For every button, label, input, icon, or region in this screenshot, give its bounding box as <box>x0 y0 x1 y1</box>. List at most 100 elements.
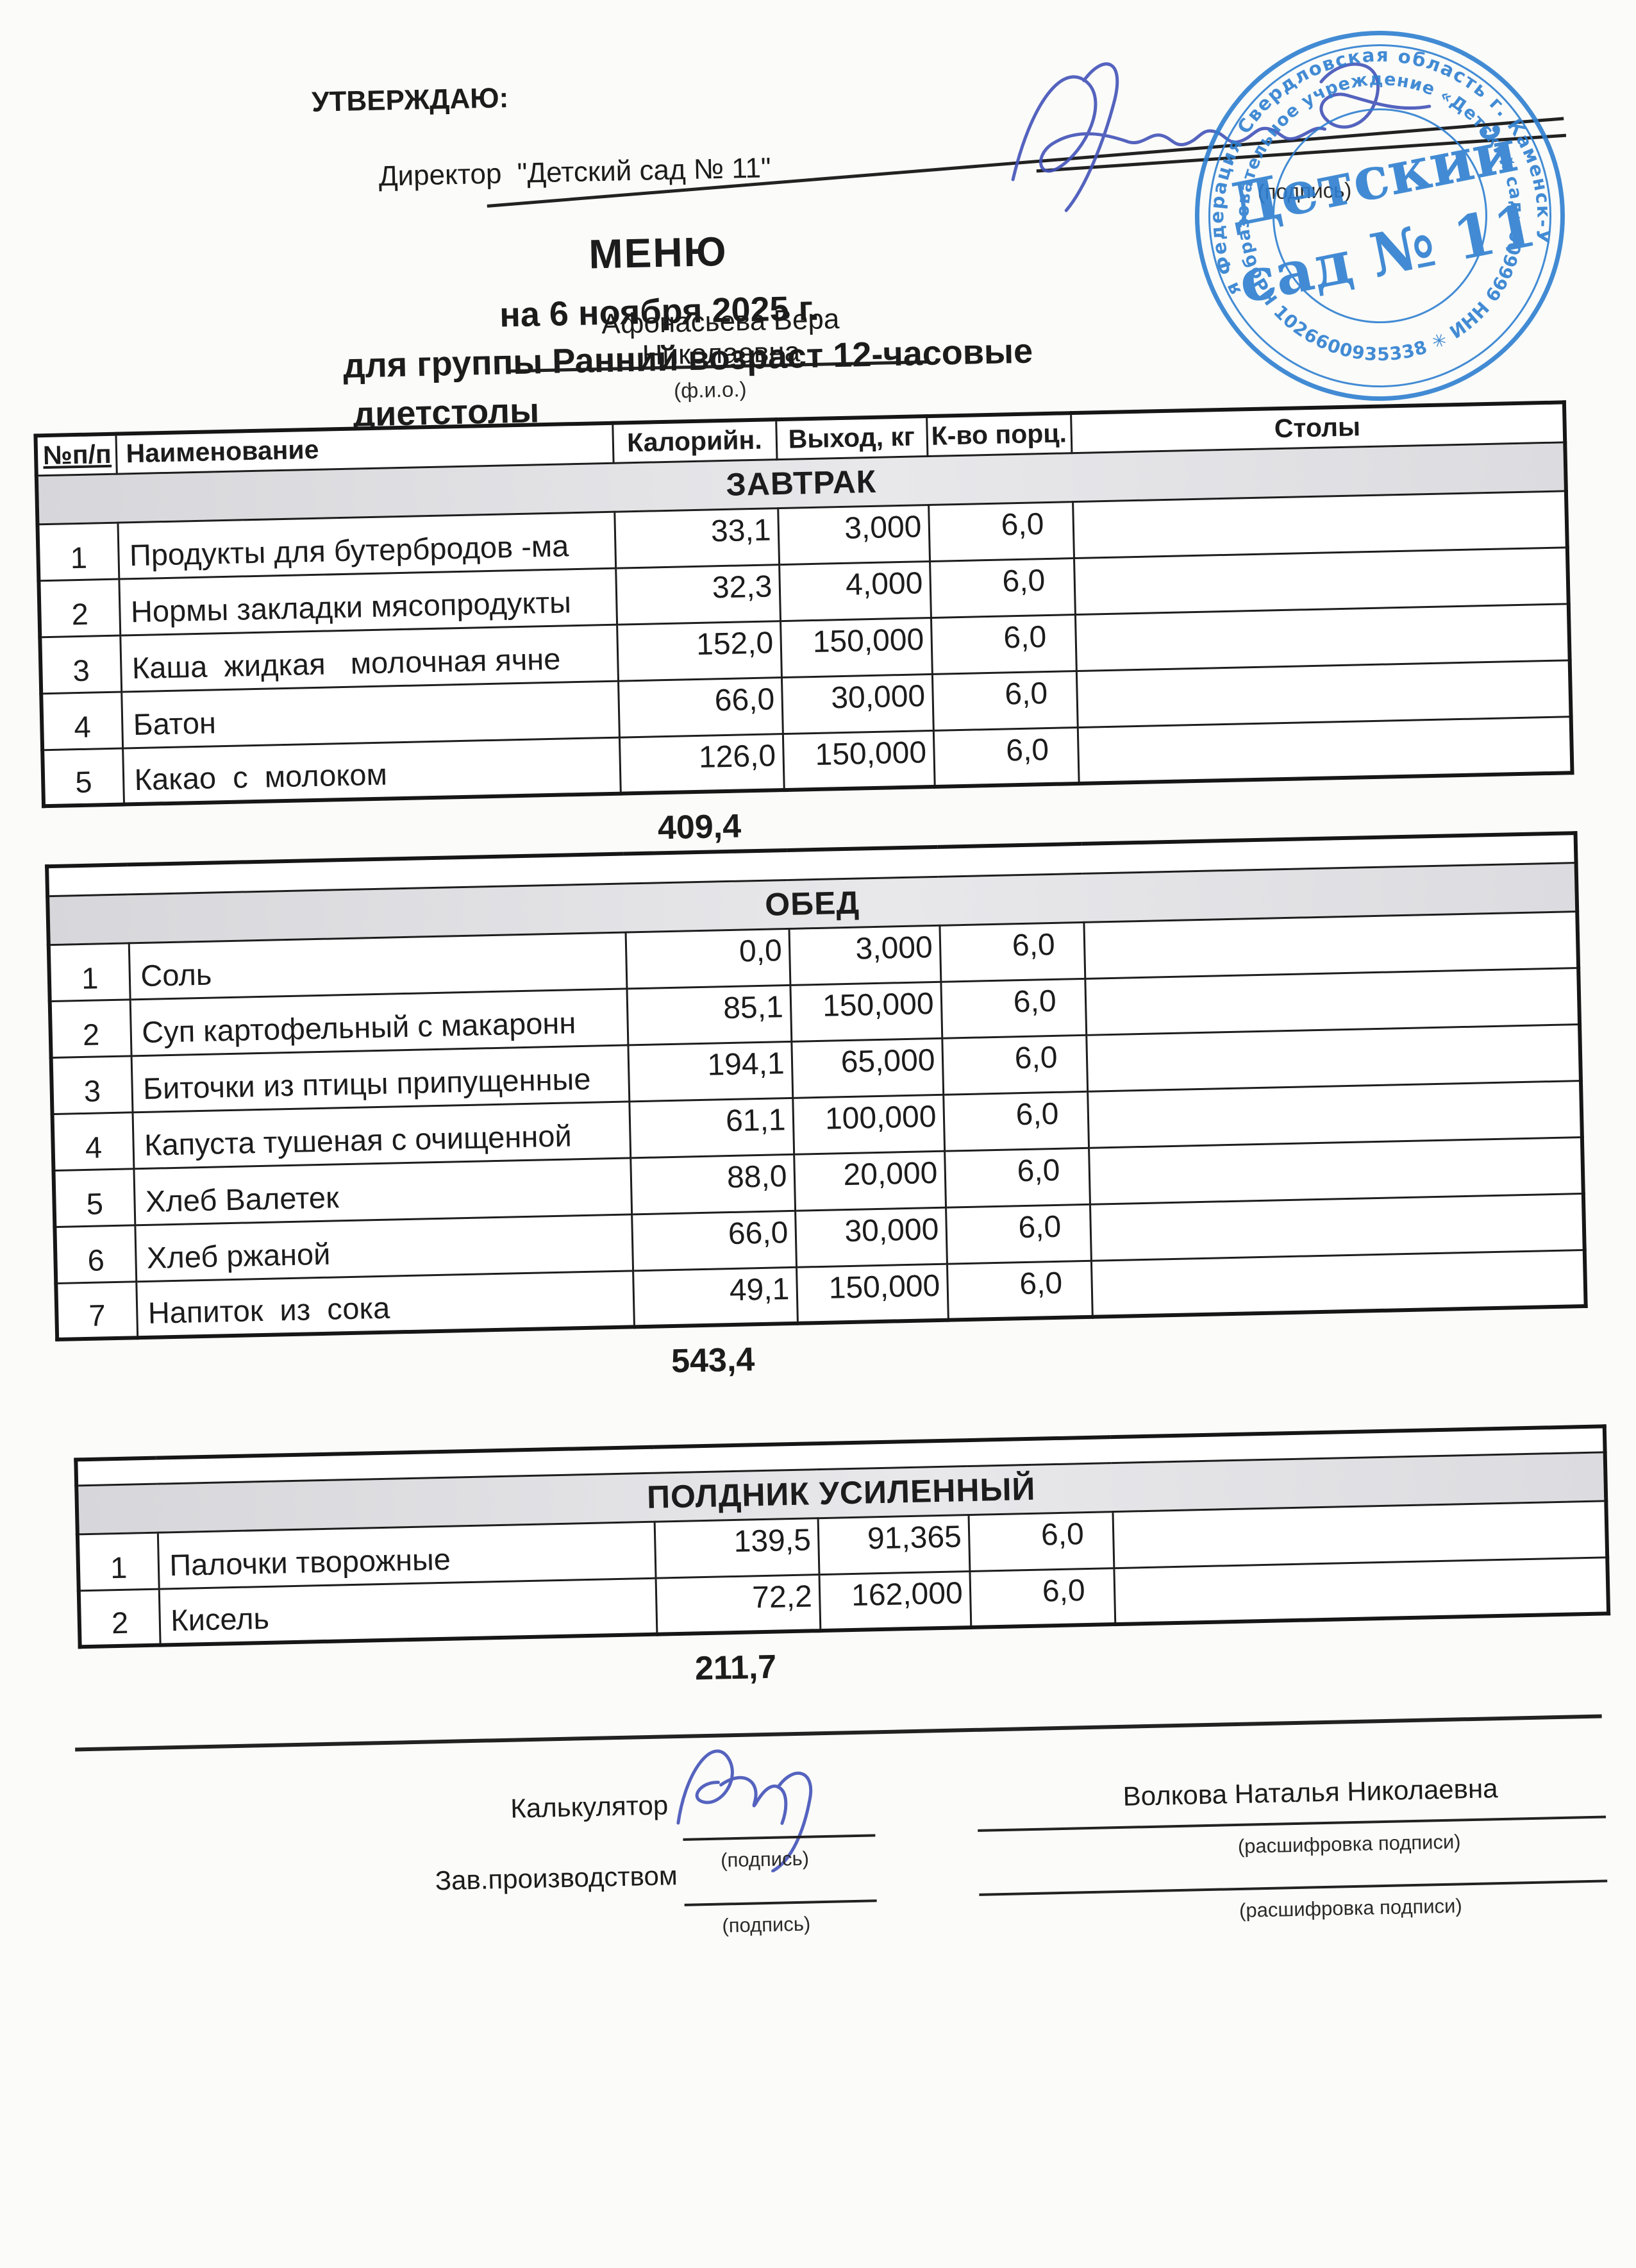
portions-cell: 6,0 <box>943 1091 1089 1151</box>
output-kg-cell: 3,000 <box>789 925 941 985</box>
tables-cell <box>1114 1557 1609 1625</box>
calories-cell: 32,3 <box>615 564 781 625</box>
breakfast-block: №п/п Наименование Калорийн. Выход, кг К-… <box>33 400 1575 861</box>
dish-name-cell: Каша жидкая молочная ячне <box>120 624 619 692</box>
output-kg-cell: 30,000 <box>795 1207 947 1267</box>
portions-cell: 6,0 <box>931 671 1078 730</box>
director-signature <box>1011 62 1432 212</box>
calculator-label: Калькулятор <box>510 1790 669 1824</box>
row-number-cell: 7 <box>56 1281 138 1340</box>
approve-label: УТВЕРЖДАЮ: <box>311 82 509 118</box>
menu-date: на 6 ноября 2025 г. <box>499 289 820 335</box>
portions-cell: 6,0 <box>946 1260 1092 1320</box>
calculator-name: Волкова Наталья Николаевна <box>1123 1773 1498 1811</box>
dish-name-cell: Палочки творожные <box>157 1521 656 1589</box>
calories-cell: 0,0 <box>625 928 790 989</box>
dish-name-cell: Хлеб Валетек <box>133 1157 632 1225</box>
portions-cell: 6,0 <box>930 614 1076 674</box>
row-number-cell: 6 <box>54 1225 137 1284</box>
approval-header: УТВЕРЖДАЮ: Директор "Детский сад № 11" А… <box>0 0 1612 403</box>
portions-cell: 6,0 <box>944 1147 1090 1207</box>
col-header-calories: Калорийн. <box>612 419 777 463</box>
director-value: "Детский сад № 11" <box>517 152 772 189</box>
calories-cell: 61,1 <box>629 1097 794 1158</box>
calories-cell: 152,0 <box>617 621 781 681</box>
col-header-num: №п/п <box>35 433 117 476</box>
calories-cell: 88,0 <box>630 1154 796 1214</box>
snack-table: ПОЛДНИК УСИЛЕННЫЙ 1 Палочки творожные 139,… <box>74 1424 1611 1649</box>
output-kg-cell: 150,000 <box>796 1263 948 1323</box>
official-stamp-icon: Российская Федерация Свердловская област… <box>1177 13 1565 403</box>
output-kg-cell: 4,000 <box>779 561 931 621</box>
dish-name-cell: Продукты для бутербродов -ма <box>117 511 616 579</box>
row-number-cell: 5 <box>42 748 124 807</box>
row-number-cell: 2 <box>49 999 131 1058</box>
calculator-sign-caption: (подпись) <box>720 1847 810 1872</box>
tables-cell <box>1112 1500 1608 1568</box>
output-kg-cell: 162,000 <box>819 1571 971 1631</box>
calories-cell: 66,0 <box>618 677 783 737</box>
calories-cell: 72,2 <box>655 1574 821 1634</box>
calories-cell: 126,0 <box>619 734 784 794</box>
dish-name-cell: Какао с молоком <box>122 737 621 805</box>
dish-name-cell: Хлеб ржаной <box>135 1214 633 1282</box>
row-number-cell: 3 <box>40 635 122 694</box>
portions-cell: 6,0 <box>942 1034 1088 1095</box>
row-number-cell: 1 <box>77 1532 159 1591</box>
portions-cell: 6,0 <box>928 501 1074 562</box>
director-label: Директор <box>378 158 502 192</box>
portions-cell: 6,0 <box>968 1511 1114 1572</box>
tables-cell <box>1073 547 1569 615</box>
portions-cell: 6,0 <box>940 978 1087 1038</box>
lunch-total: 543,4 <box>671 1341 755 1381</box>
portions-cell: 6,0 <box>969 1568 1115 1627</box>
tables-cell <box>1077 716 1573 784</box>
production-sign-caption: (подпись) <box>722 1912 811 1937</box>
calories-cell: 85,1 <box>626 984 792 1045</box>
dish-name-cell: Напиток из сока <box>136 1270 634 1338</box>
calories-cell: 49,1 <box>633 1266 797 1327</box>
row-number-cell: 3 <box>51 1055 133 1114</box>
calories-cell: 33,1 <box>614 508 780 568</box>
tables-cell <box>1073 491 1567 559</box>
row-number-cell: 4 <box>41 691 123 750</box>
dish-name-cell: Капуста тушеная с очищенной <box>132 1101 631 1169</box>
portions-cell: 6,0 <box>930 558 1075 617</box>
tables-cell <box>1089 1193 1585 1261</box>
calories-cell: 66,0 <box>631 1210 797 1271</box>
calories-cell: 194,1 <box>628 1041 793 1102</box>
portions-cell: 6,0 <box>939 921 1085 982</box>
dish-name-cell: Биточки из птицы припущенные <box>131 1045 630 1113</box>
tables-cell <box>1086 1024 1581 1091</box>
output-kg-cell: 3,000 <box>778 505 930 565</box>
row-number-cell: 4 <box>52 1112 134 1171</box>
output-kg-cell: 150,000 <box>790 981 942 1041</box>
production-transcript-caption: (расшифровка подписи) <box>1239 1894 1463 1922</box>
production-sign-line <box>684 1899 877 1906</box>
portions-cell: 6,0 <box>946 1204 1091 1264</box>
output-kg-cell: 150,000 <box>782 730 935 791</box>
snack-block: ПОЛДНИК УСИЛЕННЫЙ 1 Палочки творожные 139,… <box>74 1424 1612 1701</box>
tables-cell <box>1076 660 1571 728</box>
menu-group: для группы Ранний возраст 12-часовые <box>342 332 1033 385</box>
calculator-name-line <box>978 1815 1607 1832</box>
output-kg-cell: 30,000 <box>781 673 933 734</box>
portions-cell: 6,0 <box>933 727 1079 787</box>
snack-total: 211,7 <box>694 1648 777 1688</box>
tables-cell <box>1087 1080 1582 1148</box>
dish-name-cell: Нормы закладки мясопродукты <box>119 567 617 635</box>
tables-cell <box>1090 1249 1586 1317</box>
dish-name-cell: Соль <box>128 932 627 1000</box>
output-kg-cell: 150,000 <box>780 617 932 678</box>
output-kg-cell: 100,000 <box>792 1094 945 1154</box>
col-header-output: Выход, кг <box>776 416 928 460</box>
tables-cell <box>1074 603 1570 671</box>
signatures-footer: Калькулятор (подпись) Волкова Наталья Ни… <box>14 1713 1636 2019</box>
calculator-transcript-caption: (расшифровка подписи) <box>1237 1830 1461 1858</box>
calories-cell: 139,5 <box>654 1518 819 1578</box>
calculator-signature <box>676 1749 813 1873</box>
lunch-block: ОБЕД 1 Соль 0,0 3,000 6,0 2 Суп картофельный с… <box>45 831 1589 1394</box>
dish-name-cell: Суп картофельный с макаронн <box>129 988 628 1056</box>
production-name-line <box>979 1879 1608 1896</box>
